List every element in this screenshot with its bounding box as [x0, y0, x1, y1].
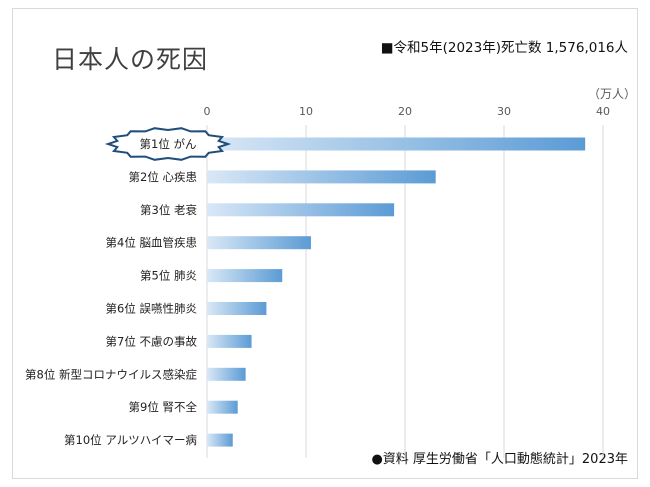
- category-label: 第2位 心疾患: [129, 170, 197, 184]
- category-label: 第9位 腎不全: [129, 400, 198, 414]
- category-label: 第8位 新型コロナウイルス感染症: [25, 367, 197, 381]
- bar: [207, 302, 267, 315]
- category-label: 第1位 がん: [140, 137, 197, 151]
- bar: [207, 236, 311, 250]
- category-label: 第5位 肺炎: [140, 269, 197, 283]
- bar: [207, 400, 238, 414]
- x-tick-label: 0: [204, 105, 211, 118]
- bar: [207, 433, 233, 447]
- category-label: 第7位 不慮の事故: [106, 334, 198, 348]
- bar: [207, 137, 586, 151]
- bar: [207, 334, 252, 348]
- source-note: ●資料 厚生労働省「人口動態統計」2023年: [371, 452, 628, 467]
- chart-frame: [12, 8, 638, 479]
- x-tick-label: 20: [398, 105, 412, 118]
- x-tick-label: 40: [596, 105, 610, 118]
- category-label: 第3位 老衰: [140, 203, 197, 217]
- bar: [207, 170, 436, 184]
- x-axis-unit: （万人）: [588, 87, 636, 101]
- bar: [207, 367, 246, 381]
- category-label: 第6位 誤嚥性肺炎: [106, 302, 197, 316]
- category-label: 第10位 アルツハイマー病: [64, 433, 197, 447]
- chart-title: 日本人の死因: [52, 45, 209, 74]
- total-deaths-note: ■令和5年(2023年)死亡数 1,576,016人: [380, 40, 628, 56]
- x-tick-label: 30: [497, 105, 511, 118]
- x-tick-label: 10: [299, 105, 313, 118]
- highlight-starburst: [104, 127, 232, 161]
- bar: [207, 269, 283, 283]
- bar: [207, 203, 395, 217]
- category-label: 第4位 脳血管疾患: [106, 236, 197, 250]
